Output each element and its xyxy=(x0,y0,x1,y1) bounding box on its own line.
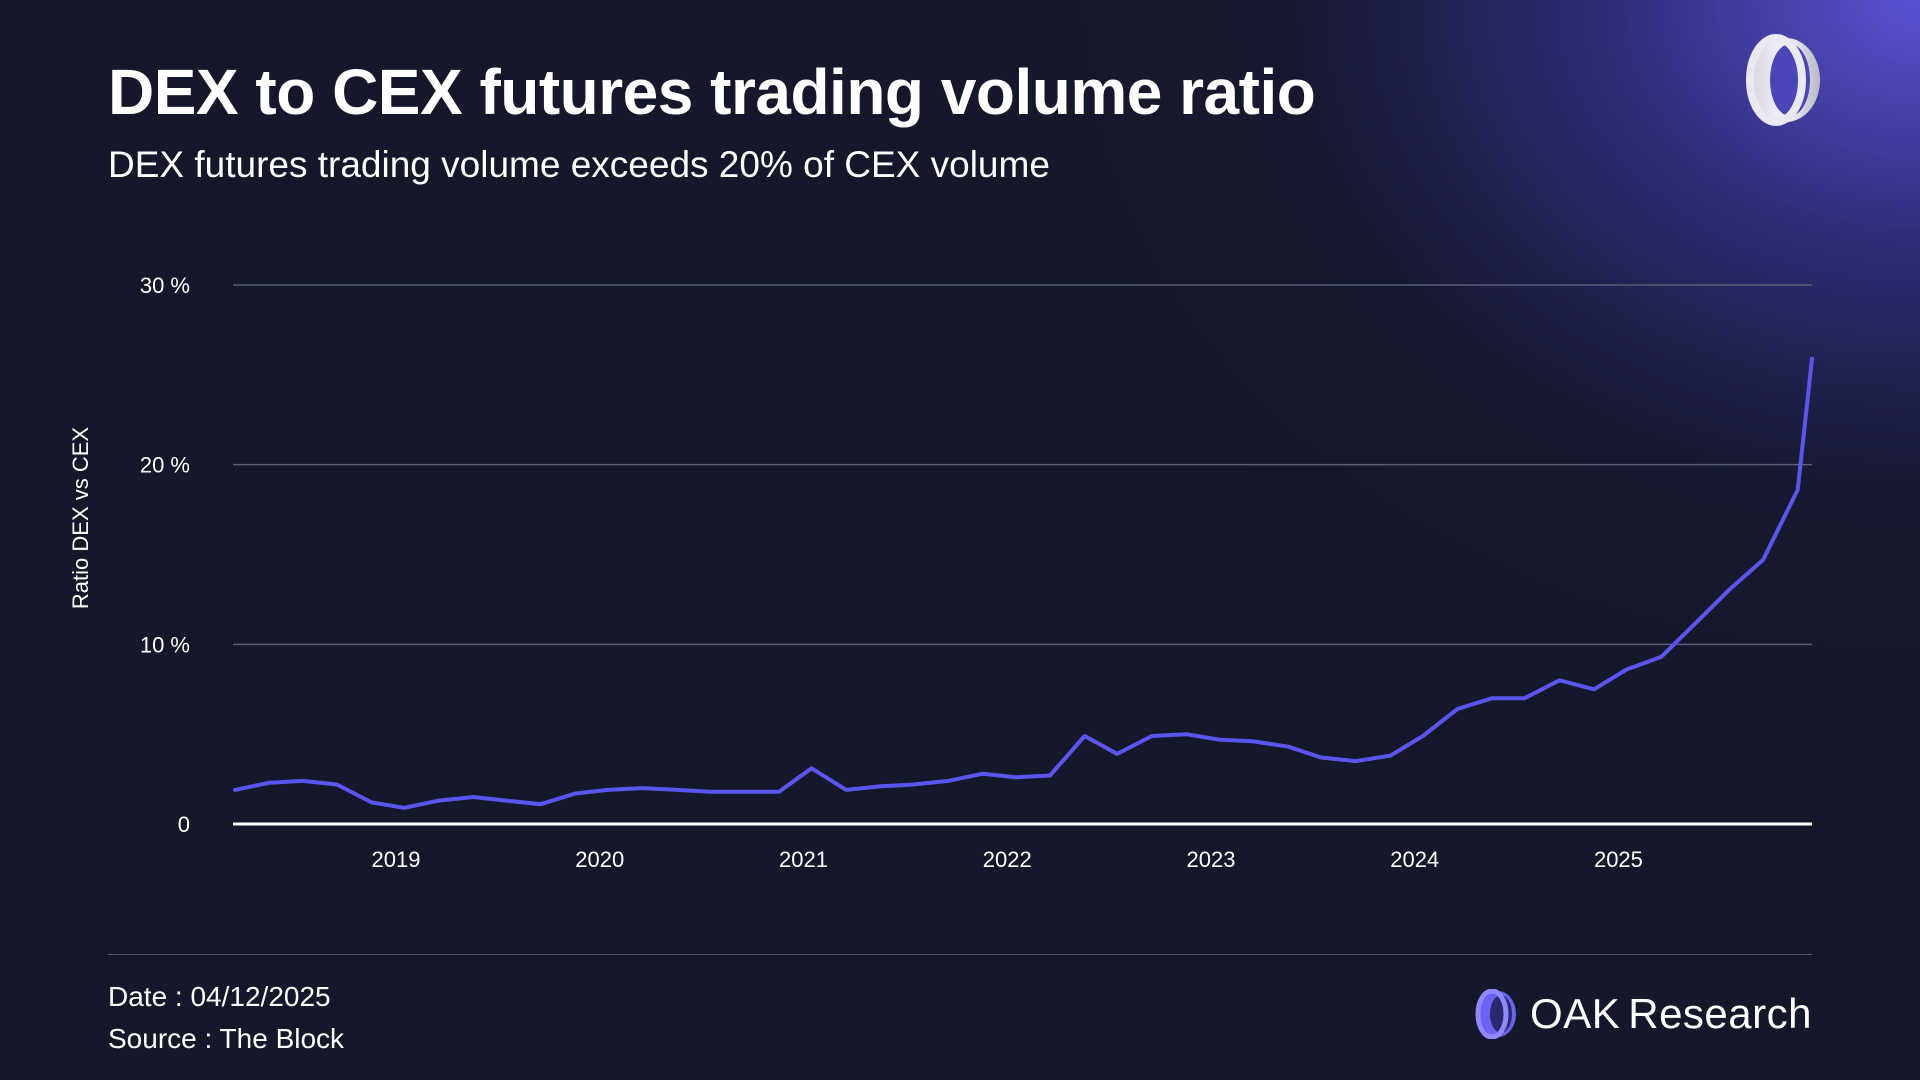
data-point xyxy=(1217,738,1221,742)
data-point xyxy=(335,782,339,786)
data-point xyxy=(1592,687,1596,691)
x-tick-label: 2021 xyxy=(779,847,828,872)
data-point xyxy=(233,788,237,792)
data-point xyxy=(641,786,645,790)
data-point xyxy=(708,790,712,794)
data-point xyxy=(742,790,746,794)
date-label: Date : 04/12/2025 xyxy=(108,981,331,1012)
data-point xyxy=(300,779,304,783)
y-axis-ticks: 0 10 % 20 % 30 % xyxy=(140,273,190,837)
data-point xyxy=(981,772,985,776)
footer-meta: Date : 04/12/2025 Source : The Block xyxy=(108,976,344,1060)
data-point xyxy=(1048,773,1052,777)
page-subtitle: DEX futures trading volume exceeds 20% o… xyxy=(108,144,1050,185)
brand-secondary: Research xyxy=(1628,990,1812,1037)
data-point xyxy=(1388,754,1392,758)
data-point xyxy=(1625,667,1629,671)
data-point xyxy=(1557,678,1561,682)
x-tick-label: 2023 xyxy=(1186,847,1235,872)
data-point xyxy=(402,806,406,810)
data-point xyxy=(1726,588,1730,592)
data-point xyxy=(268,781,272,785)
source-label: Source : The Block xyxy=(108,1023,345,1054)
data-point xyxy=(1761,558,1765,562)
data-point xyxy=(911,782,915,786)
data-point xyxy=(1252,739,1256,743)
page-title: DEX to CEX futures trading volume ratio xyxy=(108,56,1316,128)
data-point xyxy=(777,790,781,794)
brand-logo-icon xyxy=(1475,989,1517,1039)
data-point xyxy=(1319,756,1323,760)
data-point xyxy=(675,788,679,792)
data-point xyxy=(1490,696,1494,700)
data-point xyxy=(1455,707,1459,711)
data-point xyxy=(1115,752,1119,756)
brand-name: OAK Research xyxy=(1530,990,1812,1038)
data-point xyxy=(370,800,374,804)
grid-lines xyxy=(233,284,1812,826)
data-point xyxy=(1013,775,1017,779)
data-point xyxy=(1083,734,1087,738)
data-point xyxy=(1694,621,1698,625)
y-tick-label: 30 % xyxy=(140,273,190,298)
data-point xyxy=(810,766,814,770)
data-point xyxy=(1810,357,1814,361)
data-point xyxy=(437,799,441,803)
data-point xyxy=(1286,745,1290,749)
x-tick-label: 2024 xyxy=(1390,847,1439,872)
brand-primary: OAK xyxy=(1530,990,1621,1037)
y-tick-label: 0 xyxy=(178,812,190,837)
data-point xyxy=(504,799,508,803)
x-tick-label: 2019 xyxy=(372,847,421,872)
x-tick-label: 2025 xyxy=(1594,847,1643,872)
x-axis-ticks: 2019 2020 2021 2022 2023 2024 2025 xyxy=(372,847,1643,872)
data-point xyxy=(573,791,577,795)
x-tick-label: 2020 xyxy=(575,847,624,872)
y-tick-label: 10 % xyxy=(140,632,190,657)
data-point xyxy=(844,788,848,792)
data-point xyxy=(1150,734,1154,738)
data-point xyxy=(606,788,610,792)
data-point xyxy=(539,802,543,806)
data-point xyxy=(1796,488,1800,492)
data-point xyxy=(1523,696,1527,700)
data-point xyxy=(1421,734,1425,738)
data-point xyxy=(946,779,950,783)
data-point xyxy=(1354,759,1358,763)
data-point xyxy=(1185,732,1189,736)
x-tick-label: 2022 xyxy=(983,847,1032,872)
ratio-series-line xyxy=(233,356,1814,810)
y-tick-label: 20 % xyxy=(140,453,190,478)
oak-research-brand: OAK Research xyxy=(1474,988,1812,1040)
data-point xyxy=(879,784,883,788)
data-point xyxy=(471,795,475,799)
footer-divider xyxy=(108,954,1812,955)
y-axis-label: Ratio DEX vs CEX xyxy=(68,427,93,609)
data-points xyxy=(233,357,1814,810)
oak-logo-icon xyxy=(1746,34,1820,126)
data-point xyxy=(1659,655,1663,659)
